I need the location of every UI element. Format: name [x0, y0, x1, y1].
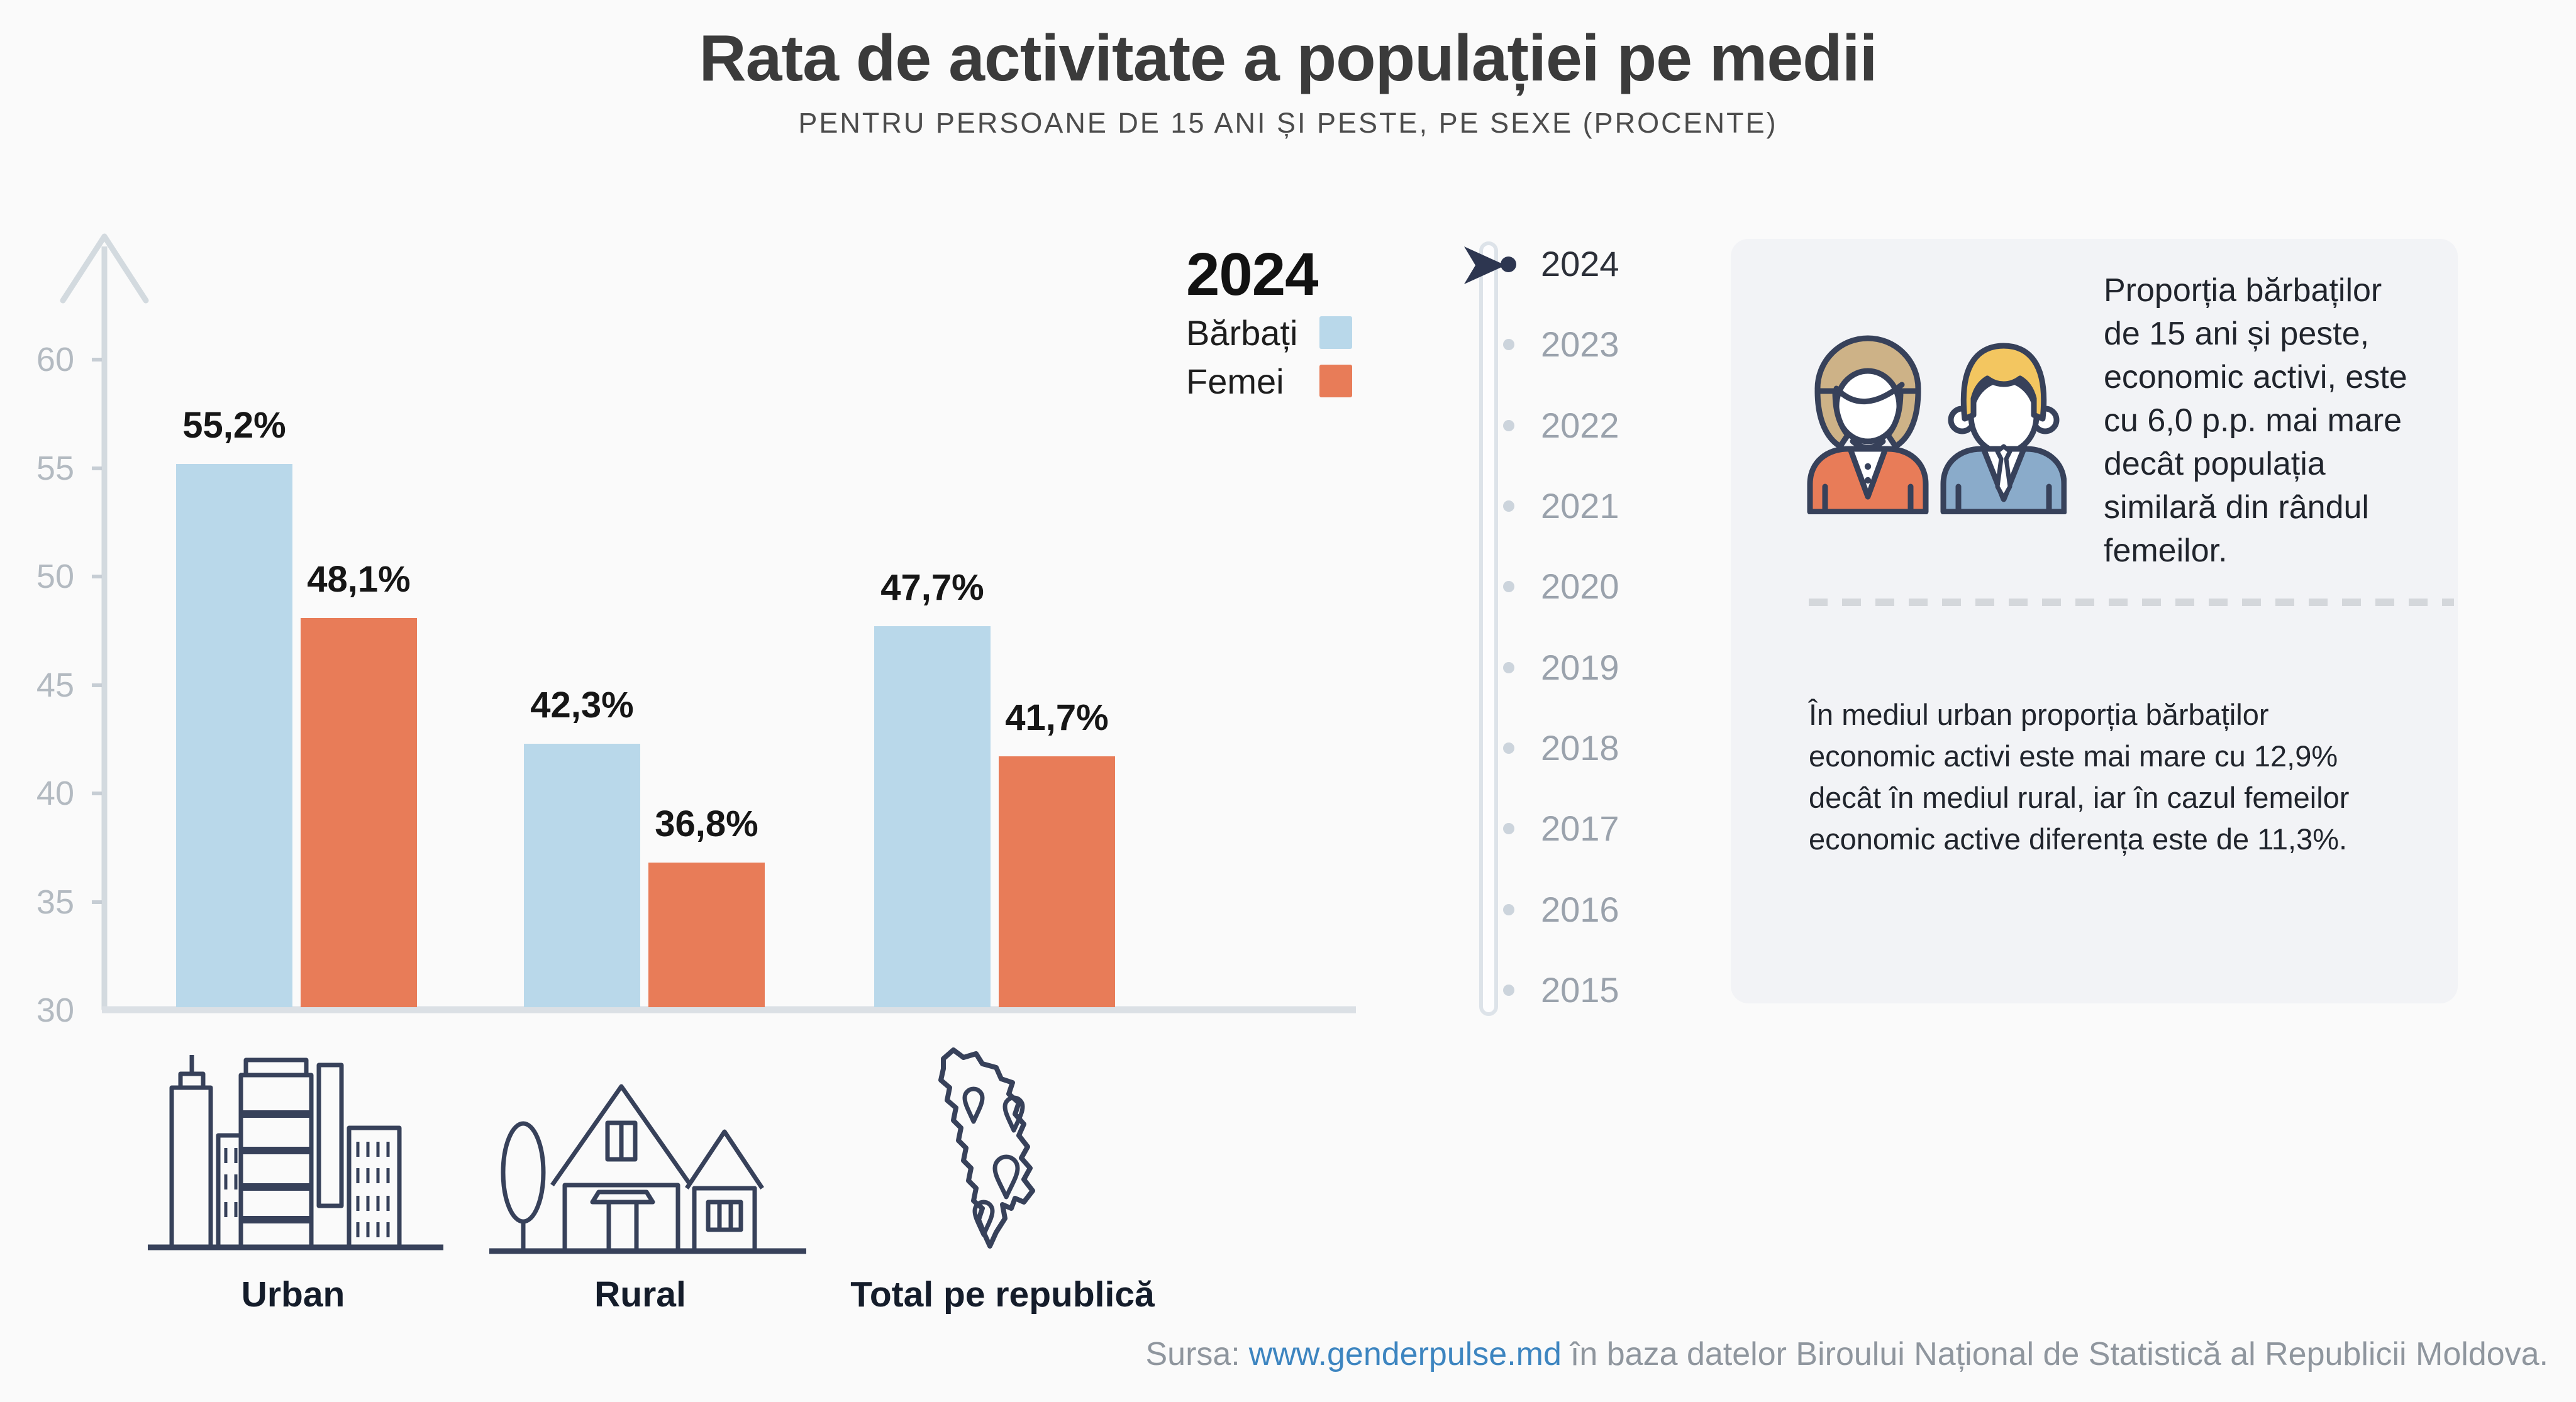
- timeline-year[interactable]: 2019: [1502, 646, 1678, 690]
- timeline-arrow-icon: [1464, 246, 1506, 284]
- y-axis-arrow-icon: [60, 233, 149, 304]
- category-label-total: Total pe republică: [850, 1274, 1155, 1315]
- timeline-dot-icon: [1503, 581, 1514, 592]
- dashed-divider: [1809, 599, 2454, 606]
- bar-value-label: 48,1%: [307, 558, 411, 600]
- timeline-dot-icon: [1503, 904, 1514, 915]
- bar-value-label: 55,2%: [182, 404, 286, 446]
- y-axis: [60, 233, 1356, 1013]
- y-tick: 40: [36, 775, 74, 812]
- legend-item-men: Bărbați: [1186, 316, 1356, 351]
- timeline-track: [1479, 241, 1498, 1016]
- timeline-dot-icon: [1503, 985, 1514, 996]
- timeline-year[interactable]: 2016: [1502, 888, 1678, 932]
- timeline-dot-icon: [1503, 742, 1514, 754]
- timeline-year[interactable]: 2021: [1502, 484, 1678, 528]
- timeline-year[interactable]: 2024: [1501, 242, 1678, 286]
- bar-barbati-total: [874, 626, 991, 1007]
- legend-label: Bărbați: [1186, 313, 1298, 353]
- women-color-swatch: [1319, 365, 1352, 397]
- legend-item-women: Femei: [1186, 364, 1356, 399]
- y-tick: 45: [36, 666, 74, 704]
- bar-femei-total: [999, 756, 1115, 1007]
- city-buildings-icon: [148, 1055, 443, 1250]
- chart-legend: 2024 Bărbați Femei: [1186, 240, 1362, 410]
- timeline-year[interactable]: 2015: [1502, 968, 1678, 1012]
- y-tick: 30: [36, 991, 74, 1029]
- bar-barbati-rural: [524, 743, 640, 1007]
- timeline-dot-icon: [1503, 662, 1514, 673]
- bar-barbati-urban: [176, 463, 292, 1007]
- timeline-year[interactable]: 2017: [1502, 807, 1678, 851]
- bar-value-label: 47,7%: [880, 567, 984, 609]
- bar-value-label: 36,8%: [655, 803, 758, 845]
- page-title: Rata de activitate a populației pe medii: [699, 22, 1878, 95]
- page-subtitle: PENTRU PERSOANE DE 15 ANI ȘI PESTE, PE S…: [798, 107, 1778, 139]
- timeline-dot-icon: [1503, 420, 1514, 431]
- men-color-swatch: [1319, 316, 1352, 349]
- bar-value-label: 42,3%: [530, 684, 634, 726]
- source-suffix: în baza datelor Biroului Național de Sta…: [1570, 1336, 2548, 1372]
- legend-label: Femei: [1186, 362, 1284, 401]
- bar-femei-urban: [301, 617, 417, 1007]
- timeline-dot-icon: [1503, 500, 1514, 512]
- category-label-urban: Urban: [241, 1274, 345, 1315]
- timeline-year[interactable]: 2020: [1502, 565, 1678, 609]
- bar-value-label: 41,7%: [1005, 697, 1109, 739]
- timeline-year[interactable]: 2023: [1502, 323, 1678, 367]
- selected-year-heading: 2024: [1186, 241, 1319, 308]
- timeline-dot-icon: [1503, 339, 1514, 350]
- category-label-rural: Rural: [594, 1274, 686, 1315]
- village-house-icon: [489, 1084, 806, 1254]
- timeline-dot-icon: [1503, 823, 1514, 834]
- woman-man-icon: [1807, 335, 2067, 514]
- timeline-dot-icon: [1501, 257, 1516, 272]
- source-line: Sursa: www.genderpulse.md în baza datelo…: [1145, 1335, 2548, 1373]
- timeline-year[interactable]: 2022: [1502, 404, 1678, 448]
- moldova-map-icon: [938, 1047, 1035, 1249]
- genderpulse-link[interactable]: www.genderpulse.md: [1248, 1336, 1562, 1372]
- y-tick: 55: [36, 450, 74, 487]
- insight-text-1: Proporția bărbaților de 15 ani și peste,…: [2104, 272, 2407, 569]
- insight-text-2: În mediul urban proporția bărbaților eco…: [1809, 698, 2350, 856]
- source-prefix: Sursa:: [1145, 1336, 1240, 1372]
- y-tick: 60: [36, 341, 74, 378]
- bar-femei-rural: [648, 863, 765, 1007]
- y-tick: 50: [36, 558, 74, 595]
- timeline-year[interactable]: 2018: [1502, 726, 1678, 770]
- y-tick: 35: [36, 883, 74, 921]
